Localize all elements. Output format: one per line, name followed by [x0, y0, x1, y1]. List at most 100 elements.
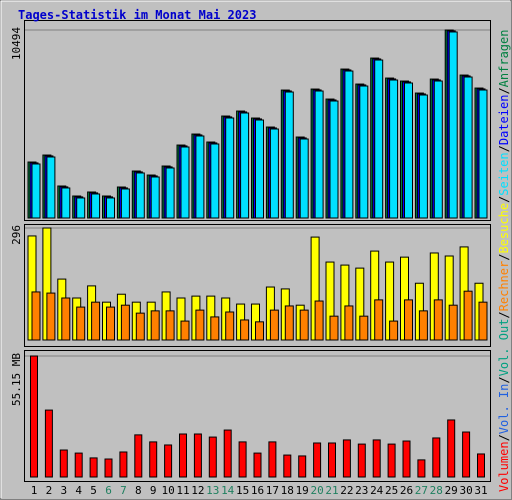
bar: [61, 297, 71, 341]
bar: [150, 310, 160, 341]
chart-title: Tages-Statistik im Monat Mai 2023: [18, 8, 256, 22]
bar: [165, 310, 175, 341]
bar: [210, 316, 220, 341]
legend-separator: /: [497, 434, 511, 441]
legend-entry: Seiten: [497, 152, 511, 195]
bar: [59, 449, 68, 478]
bar: [31, 163, 41, 219]
x-tick-label: 7: [120, 484, 127, 497]
bar: [240, 112, 250, 219]
bar: [179, 433, 187, 478]
bar: [344, 70, 354, 219]
x-tick-label: 1: [31, 484, 38, 497]
x-tick-label: 24: [370, 484, 384, 497]
y-tick-label: 55.15 MB: [10, 353, 23, 406]
x-tick-label: 3: [60, 484, 67, 497]
bar: [447, 419, 456, 478]
bar: [328, 442, 336, 478]
x-tick-label: 9: [150, 484, 157, 497]
bar: [314, 300, 324, 341]
bar: [120, 188, 130, 219]
bar: [433, 299, 443, 341]
x-tick-label: 27: [415, 484, 428, 497]
legend-entry: Vol. Out: [497, 319, 511, 377]
bar: [74, 452, 83, 478]
bar: [31, 291, 41, 341]
bar: [298, 455, 307, 478]
legend-separator: /: [497, 196, 511, 203]
x-tick-label: 26: [400, 484, 413, 497]
bar: [150, 176, 160, 219]
x-tick-label: 25: [385, 484, 398, 497]
legend-separator: /: [497, 145, 511, 152]
legend-entry: Dateien: [497, 95, 511, 146]
bar: [223, 429, 232, 478]
bar: [208, 436, 217, 478]
bar: [418, 94, 428, 219]
bar: [76, 197, 86, 219]
legend-entry: Anfragen: [497, 30, 511, 88]
bar: [225, 117, 235, 219]
bar: [283, 454, 292, 478]
bar: [372, 439, 381, 478]
bar: [225, 311, 235, 341]
bar: [359, 315, 369, 341]
bar: [374, 59, 384, 219]
x-tick-label: 31: [474, 484, 487, 497]
x-tick-label: 15: [236, 484, 249, 497]
x-tick-label: 10: [161, 484, 174, 497]
y-tick-label: 10494: [10, 27, 23, 60]
x-tick-label: 20: [310, 484, 323, 497]
bar: [253, 452, 262, 478]
x-tick-label: 28: [430, 484, 443, 497]
x-tick-label: 29: [445, 484, 458, 497]
bar: [238, 441, 247, 478]
bar: [30, 355, 38, 478]
bar: [46, 156, 56, 219]
bar: [357, 443, 366, 478]
bar: [432, 437, 441, 478]
bar: [478, 89, 488, 219]
x-tick-label: 6: [105, 484, 112, 497]
legend-entry: Besuche: [497, 203, 511, 254]
bar: [120, 304, 130, 341]
legend-entry: Vol. In: [497, 384, 511, 435]
x-tick-label: 12: [191, 484, 204, 497]
bar: [314, 90, 324, 219]
x-tick-label: 23: [355, 484, 368, 497]
bar: [344, 305, 354, 341]
bar: [389, 320, 399, 341]
bar: [195, 309, 205, 341]
bar: [149, 441, 158, 478]
bar: [61, 187, 71, 219]
bar: [106, 306, 115, 341]
bar: [91, 193, 101, 219]
legend: Volumen/Vol. In/Vol. Out/Rechner/Besuche…: [497, 30, 511, 492]
bar: [284, 305, 294, 341]
bar: [404, 299, 413, 341]
bar: [195, 135, 205, 219]
x-tick-label: 8: [135, 484, 142, 497]
x-tick-label: 30: [459, 484, 472, 497]
bar: [433, 80, 443, 219]
x-tick-label: 18: [281, 484, 294, 497]
bar: [417, 459, 426, 478]
bar: [89, 457, 98, 478]
bar: [387, 443, 396, 478]
bar: [402, 440, 411, 478]
bar: [463, 290, 473, 341]
bar: [299, 309, 309, 341]
bar: [164, 444, 173, 478]
bar: [284, 91, 294, 219]
x-tick-label: 17: [266, 484, 279, 497]
bar: [165, 167, 175, 219]
x-tick-label: 4: [75, 484, 82, 497]
bar: [313, 442, 322, 478]
bar: [255, 321, 264, 341]
bar: [135, 172, 145, 219]
bar: [268, 441, 277, 478]
bar: [46, 292, 56, 341]
x-tick-label: 2: [46, 484, 53, 497]
x-tick-label: 21: [325, 484, 338, 497]
